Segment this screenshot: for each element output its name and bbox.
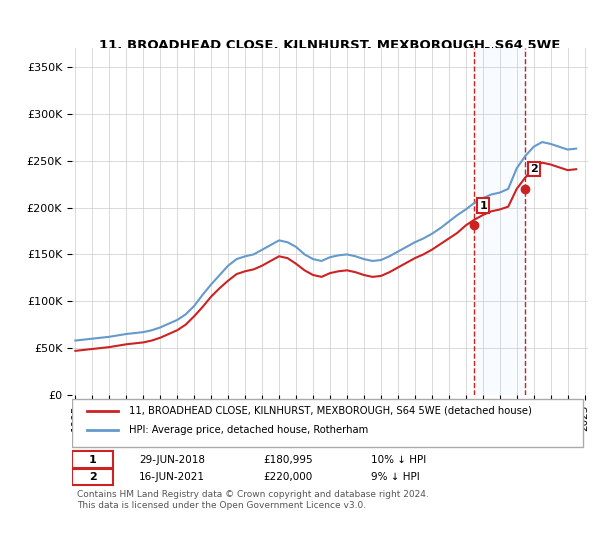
Text: 9% ↓ HPI: 9% ↓ HPI [371,472,420,482]
Text: 29-JUN-2018: 29-JUN-2018 [139,455,205,464]
Bar [474,48,525,395]
Text: Price paid vs. HM Land Registry's House Price Index (HPI): Price paid vs. HM Land Registry's House … [161,46,499,59]
Text: 1: 1 [479,200,487,211]
Text: £180,995: £180,995 [263,455,313,464]
Text: Contains HM Land Registry data © Crown copyright and database right 2024.
This d: Contains HM Land Registry data © Crown c… [77,491,429,510]
Text: 11, BROADHEAD CLOSE, KILNHURST, MEXBOROUGH, S64 5WE (detached house): 11, BROADHEAD CLOSE, KILNHURST, MEXBOROU… [129,405,532,416]
FancyBboxPatch shape [72,469,113,486]
Text: 2: 2 [530,164,538,174]
Text: 10% ↓ HPI: 10% ↓ HPI [371,455,427,464]
Text: 2: 2 [89,472,97,482]
Text: £220,000: £220,000 [263,472,312,482]
Text: HPI: Average price, detached house, Rotherham: HPI: Average price, detached house, Roth… [129,425,368,435]
FancyBboxPatch shape [72,399,583,446]
Text: 11, BROADHEAD CLOSE, KILNHURST, MEXBOROUGH, S64 5WE: 11, BROADHEAD CLOSE, KILNHURST, MEXBOROU… [100,39,560,52]
Text: 1: 1 [89,455,97,464]
FancyBboxPatch shape [72,451,113,468]
Text: 16-JUN-2021: 16-JUN-2021 [139,472,205,482]
